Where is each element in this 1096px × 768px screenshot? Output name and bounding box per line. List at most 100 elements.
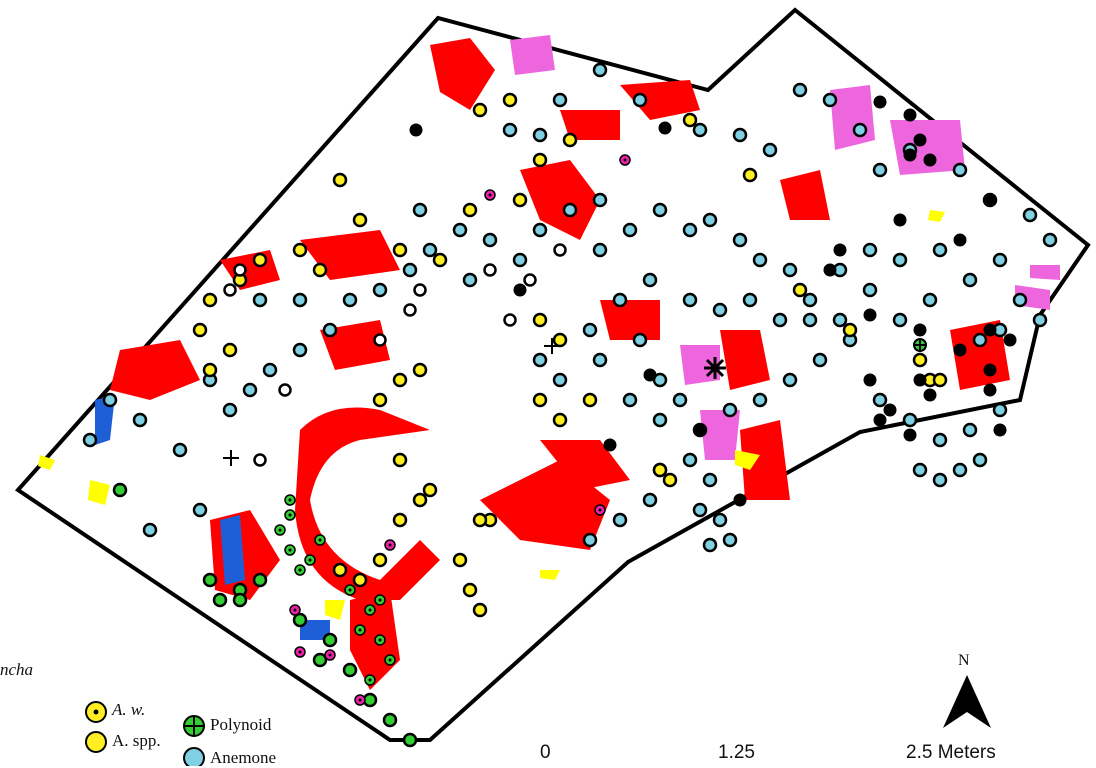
anemone-marker: [172, 442, 188, 458]
marker-dot: [348, 588, 352, 592]
anemone-marker: [712, 302, 728, 318]
hollow-marker: [483, 263, 497, 277]
anemone-marker: [962, 272, 978, 288]
black-marker: [923, 153, 937, 167]
legend-label-a-spp: A. spp.: [112, 731, 161, 750]
hollow-marker: [403, 303, 417, 317]
yellow-circle-marker-icon: [85, 731, 107, 753]
a-spp-marker: [352, 572, 368, 588]
anemone-marker: [632, 92, 648, 108]
anemone-marker: [612, 292, 628, 308]
blue-patches: [95, 395, 330, 640]
anemone-marker: [252, 292, 268, 308]
marker-dot: [378, 638, 382, 642]
anemone-marker: [342, 292, 358, 308]
anemone-marker: [652, 202, 668, 218]
anemone-marker: [812, 352, 828, 368]
anemone-marker: [872, 392, 888, 408]
a-spp-marker: [202, 292, 218, 308]
black-marker: [953, 343, 967, 357]
anemone-marker: [552, 92, 568, 108]
a-spp-marker: [682, 112, 698, 128]
anemone-marker: [452, 222, 468, 238]
anemone-marker: [1042, 232, 1058, 248]
anemone-marker: [142, 522, 158, 538]
black-marker: [903, 108, 917, 122]
a-spp-marker: [392, 512, 408, 528]
black-marker: [953, 233, 967, 247]
anemone-marker: [682, 222, 698, 238]
anemone-marker: [932, 432, 948, 448]
black-marker: [913, 373, 927, 387]
anemone-marker: [532, 222, 548, 238]
marker-dot: [368, 608, 372, 612]
marker-dot: [308, 558, 312, 562]
marker-dot: [278, 528, 282, 532]
anemone-marker: [802, 292, 818, 308]
anemone-marker: [672, 392, 688, 408]
a-spp-marker: [202, 362, 218, 378]
black-marker: [733, 493, 747, 507]
anemone-marker: [682, 292, 698, 308]
anemone-marker: [412, 202, 428, 218]
anemone-marker: [752, 392, 768, 408]
anemone-marker: [502, 122, 518, 138]
anemone-marker: [872, 162, 888, 178]
black-marker: [693, 423, 707, 437]
black-marker: [823, 263, 837, 277]
legend-label-anemone: Anemone: [210, 748, 277, 767]
anemone-marker: [422, 242, 438, 258]
anemone-marker: [792, 82, 808, 98]
anemone-marker: [512, 252, 528, 268]
marker-dot: [318, 538, 322, 542]
a-spp-marker: [912, 352, 928, 368]
black-marker: [603, 438, 617, 452]
a-spp-marker: [412, 492, 428, 508]
anemone-marker: [292, 292, 308, 308]
anemone-marker: [972, 452, 988, 468]
anemone-marker: [532, 127, 548, 143]
black-marker: [873, 413, 887, 427]
green-marker: [232, 592, 248, 608]
anemone-marker: [1022, 207, 1038, 223]
hollow-marker: [373, 333, 387, 347]
a-spp-marker: [392, 242, 408, 258]
legend-item-a-spp: A. spp.: [112, 731, 161, 751]
a-spp-marker: [462, 582, 478, 598]
a-spp-marker: [192, 322, 208, 338]
black-marker: [1003, 333, 1017, 347]
north-arrow-label: N: [958, 652, 970, 669]
a-spp-marker: [392, 452, 408, 468]
marker-dot: [328, 653, 332, 657]
anemone-marker: [742, 292, 758, 308]
green-marker: [382, 712, 398, 728]
anemone-marker: [772, 312, 788, 328]
a-spp-marker: [662, 472, 678, 488]
anemone-marker: [292, 342, 308, 358]
a-spp-marker: [372, 392, 388, 408]
a-spp-marker: [462, 202, 478, 218]
a-spp-marker: [562, 132, 578, 148]
a-spp-marker: [512, 192, 528, 208]
green-marker: [402, 732, 418, 748]
green-marker: [212, 592, 228, 608]
scale-label-1-25: 1.25: [718, 742, 755, 763]
anemone-marker: [532, 352, 548, 368]
black-marker: [863, 308, 877, 322]
green-marker: [312, 652, 328, 668]
a-spp-marker: [292, 242, 308, 258]
anemone-marker: [862, 242, 878, 258]
anemone-marker: [372, 282, 388, 298]
a-spp-marker: [472, 512, 488, 528]
anemone-marker: [722, 532, 738, 548]
legend-item-a-w: A. w.: [112, 700, 145, 720]
black-marker: [873, 95, 887, 109]
black-marker: [513, 283, 527, 297]
black-marker: [983, 193, 997, 207]
anemone-marker: [592, 242, 608, 258]
black-marker: [893, 213, 907, 227]
hollow-marker: [233, 263, 247, 277]
anemone-marker: [482, 232, 498, 248]
black-marker: [913, 323, 927, 337]
